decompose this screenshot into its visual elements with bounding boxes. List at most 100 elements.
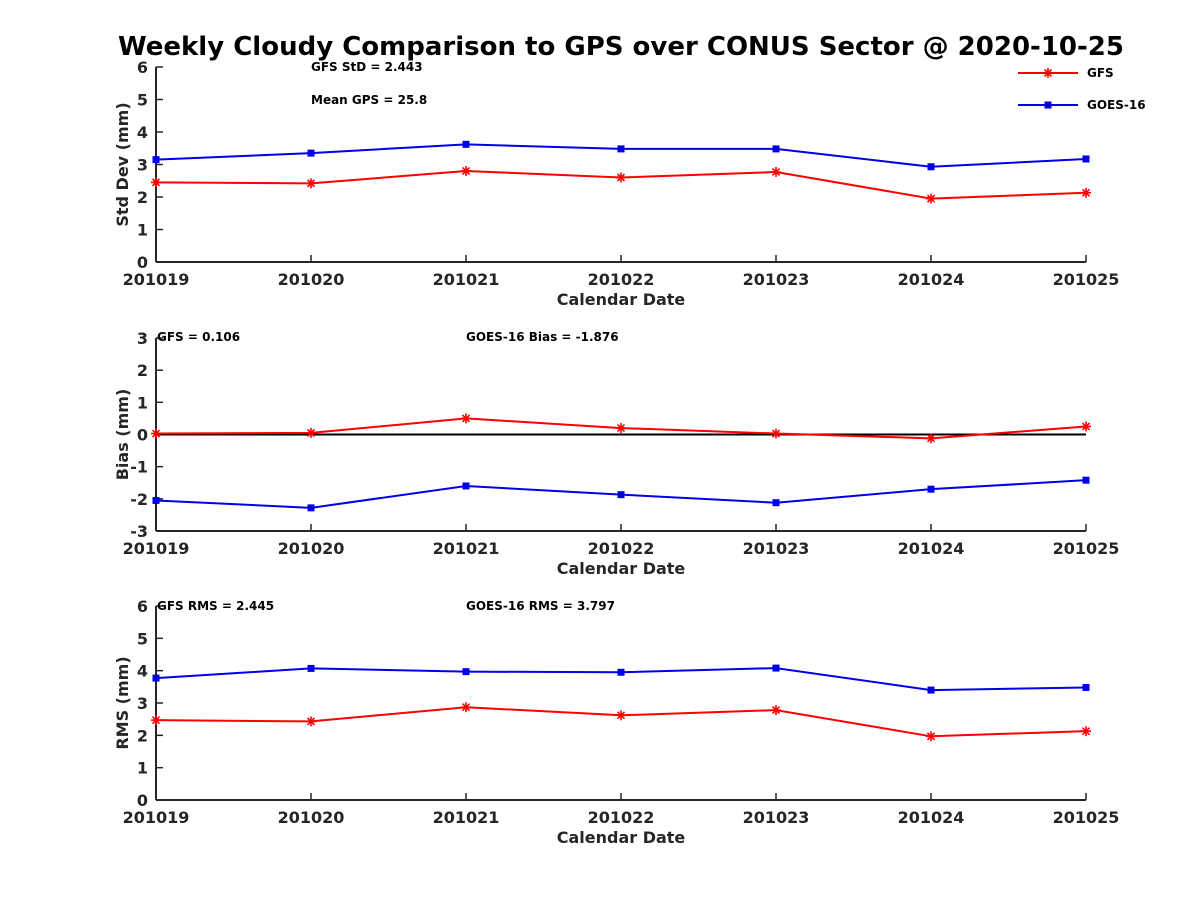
data-point-gfs <box>771 166 781 177</box>
stat-annotation: GOES-16 Bias = -1.876 <box>466 330 619 344</box>
data-point-goes-16 <box>1082 476 1090 484</box>
data-point-gfs <box>151 715 161 726</box>
y-tick-label: 1 <box>137 393 148 412</box>
legend-item: GFS <box>1018 66 1114 80</box>
data-point-gfs <box>771 705 781 716</box>
bias-panel: -3 -2 -1 0 1 2 3 201019 201020 201021 201022 201023… <box>113 329 1119 578</box>
data-point-gfs <box>616 423 626 434</box>
x-axis-label: Calendar Date <box>557 559 686 578</box>
data-point-gfs <box>1081 187 1091 198</box>
legend-marker <box>1044 101 1052 109</box>
y-tick-label: 3 <box>137 694 148 713</box>
y-tick-label: -1 <box>130 458 148 477</box>
data-point-gfs <box>306 178 316 189</box>
data-point-goes-16 <box>772 145 780 153</box>
data-point-gfs <box>151 428 161 439</box>
data-point-goes-16 <box>462 668 470 676</box>
stat-annotation: GOES-16 RMS = 3.797 <box>466 599 615 613</box>
data-point-goes-16 <box>617 491 625 499</box>
x-tick-label: 201025 <box>1053 270 1120 289</box>
y-tick-label: 0 <box>137 426 148 445</box>
data-point-gfs <box>616 710 626 721</box>
y-tick-label: -3 <box>130 522 148 541</box>
data-point-goes-16 <box>617 668 625 676</box>
x-tick-label: 201023 <box>743 808 810 827</box>
legend-marker <box>1043 68 1053 78</box>
x-tick-label: 201024 <box>898 270 965 289</box>
data-point-gfs <box>926 193 936 204</box>
x-tick-label: 201022 <box>588 539 655 558</box>
x-tick-label: 201022 <box>588 808 655 827</box>
data-point-goes-16 <box>152 156 160 164</box>
x-tick-label: 201022 <box>588 270 655 289</box>
y-tick-label: 6 <box>137 58 148 77</box>
data-point-goes-16 <box>1082 683 1090 691</box>
y-tick-label: 1 <box>137 221 148 240</box>
data-point-gfs <box>461 413 471 424</box>
y-axis-label: RMS (mm) <box>113 656 132 749</box>
y-tick-label: 5 <box>137 91 148 110</box>
y-tick-label: 1 <box>137 759 148 778</box>
x-tick-label: 201024 <box>898 539 965 558</box>
data-point-gfs <box>1081 421 1091 432</box>
data-point-goes-16 <box>152 674 160 682</box>
y-tick-label: 3 <box>137 329 148 348</box>
x-tick-label: 201023 <box>743 539 810 558</box>
data-point-goes-16 <box>927 686 935 694</box>
data-point-gfs <box>461 166 471 176</box>
x-tick-label: 201021 <box>433 270 500 289</box>
y-tick-label: 3 <box>137 156 148 175</box>
data-point-goes-16 <box>307 504 315 512</box>
legend-item: GOES-16 <box>1018 98 1146 112</box>
data-point-goes-16 <box>772 664 780 672</box>
x-axis-label: Calendar Date <box>557 290 686 309</box>
stat-annotation: GFS RMS = 2.445 <box>157 599 274 613</box>
x-tick-label: 201024 <box>898 808 965 827</box>
legend-label: GOES-16 <box>1087 98 1146 112</box>
x-axis-label: Calendar Date <box>557 828 686 847</box>
data-point-gfs <box>461 702 471 713</box>
x-tick-label: 201019 <box>123 808 190 827</box>
y-tick-label: 6 <box>137 597 148 616</box>
data-point-goes-16 <box>307 149 315 157</box>
x-tick-label: 201019 <box>123 539 190 558</box>
data-point-goes-16 <box>927 163 935 171</box>
x-tick-label: 201019 <box>123 270 190 289</box>
y-tick-label: 2 <box>137 361 148 380</box>
data-point-gfs <box>616 172 626 183</box>
x-tick-label: 201021 <box>433 539 500 558</box>
stat-annotation: Mean GPS = 25.8 <box>311 93 427 107</box>
y-tick-label: 4 <box>137 662 148 681</box>
data-point-goes-16 <box>462 482 470 490</box>
x-tick-label: 201025 <box>1053 539 1120 558</box>
data-point-goes-16 <box>462 140 470 148</box>
x-tick-label: 201020 <box>278 539 345 558</box>
data-point-goes-16 <box>617 145 625 153</box>
data-point-gfs <box>771 428 781 439</box>
y-tick-label: -2 <box>130 490 148 509</box>
x-tick-label: 201021 <box>433 808 500 827</box>
y-axis-label: Bias (mm) <box>113 389 132 481</box>
legend: GFS GOES-16 <box>1018 66 1146 112</box>
y-tick-label: 0 <box>137 253 148 272</box>
y-tick-label: 4 <box>137 123 148 142</box>
y-tick-label: 2 <box>137 726 148 745</box>
data-point-goes-16 <box>307 664 315 672</box>
data-point-gfs <box>1081 726 1091 737</box>
data-point-gfs <box>306 716 316 727</box>
data-point-goes-16 <box>927 485 935 493</box>
rms-panel: 0 1 2 3 4 5 6 201019 201020 201021 201022 201023 201… <box>113 597 1119 847</box>
legend-label: GFS <box>1087 66 1114 80</box>
figure-title: Weekly Cloudy Comparison to GPS over CON… <box>118 32 1124 62</box>
y-axis-label: Std Dev (mm) <box>113 102 132 226</box>
x-tick-label: 201020 <box>278 808 345 827</box>
data-point-gfs <box>926 433 936 444</box>
data-point-gfs <box>926 731 936 742</box>
data-point-goes-16 <box>1082 155 1090 163</box>
stat-annotation: GFS = 0.106 <box>157 330 240 344</box>
x-tick-label: 201020 <box>278 270 345 289</box>
data-point-gfs <box>306 427 316 438</box>
std-dev-panel: 0 1 2 3 4 5 6 201019 201020 201021 201022 201023 201… <box>113 58 1119 309</box>
